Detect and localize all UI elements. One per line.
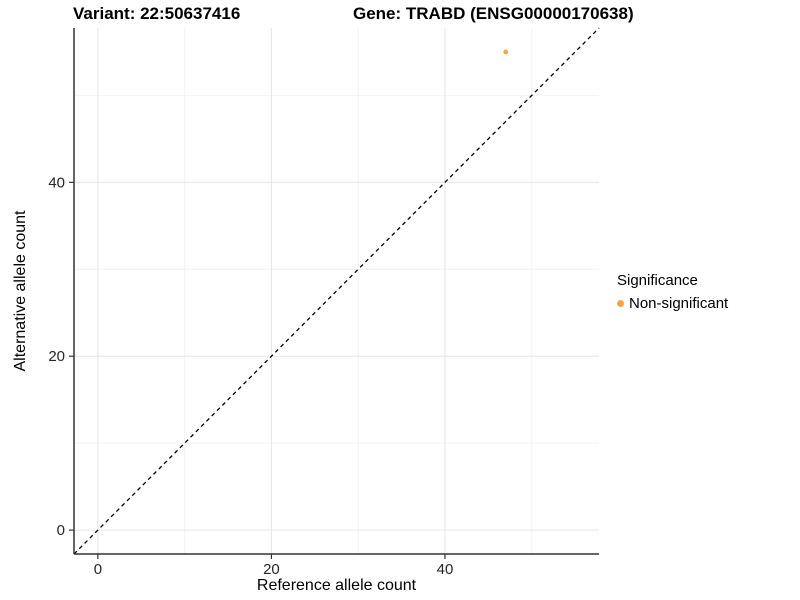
legend-point-icon xyxy=(617,300,624,307)
legend-item-non-significant: Non-significant xyxy=(617,295,728,312)
x-axis-label: Reference allele count xyxy=(256,577,417,594)
legend: Significance Non-significant xyxy=(617,272,728,312)
x-tick-label: 20 xyxy=(263,561,280,578)
data-point xyxy=(503,49,509,55)
plot-title-variant: Variant: 22:50637416 xyxy=(73,4,241,23)
legend-item-label: Non-significant xyxy=(629,295,729,312)
x-tick-label: 40 xyxy=(437,561,454,578)
legend-title: Significance xyxy=(617,272,698,289)
plot-title-gene: Gene: TRABD (ENSG00000170638) xyxy=(353,4,634,23)
y-tick-label: 40 xyxy=(48,174,65,191)
y-tick-label: 0 xyxy=(57,522,65,539)
x-tick-label: 0 xyxy=(94,561,102,578)
y-tick-label: 20 xyxy=(48,348,65,365)
y-axis-label: Alternative allele count xyxy=(12,210,29,372)
identity-dashed-line xyxy=(73,27,600,555)
